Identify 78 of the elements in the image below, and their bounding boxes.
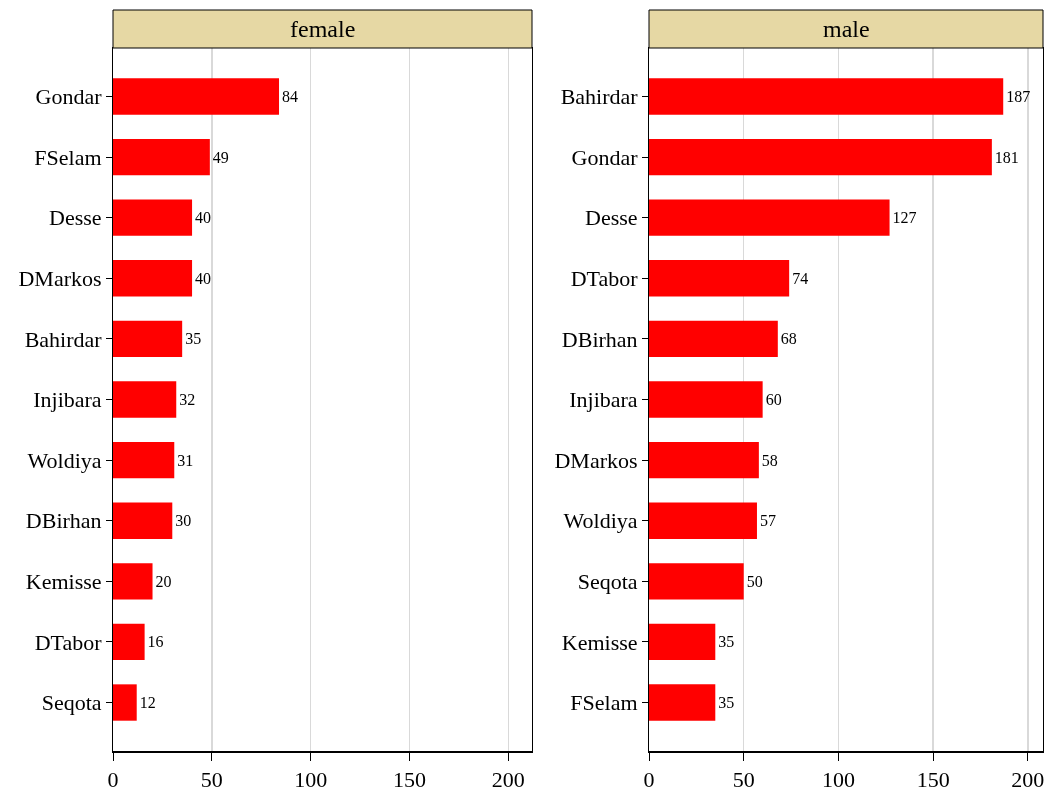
y-tick-label: DBirhan (25, 508, 102, 534)
x-tick-label: 100 (821, 766, 855, 792)
y-tick-label: Woldiya (563, 508, 638, 534)
y-tick-label: DBirhan (561, 326, 638, 352)
bar (649, 684, 716, 721)
data-label: 35 (718, 694, 735, 712)
y-tick-label: Bahirdar (560, 84, 639, 110)
bar (113, 199, 193, 236)
data-label: 84 (282, 87, 299, 105)
y-tick-label: Injibara (33, 387, 102, 413)
bar (113, 502, 173, 539)
y-tick-label: Desse (585, 205, 638, 231)
data-label: 40 (195, 269, 212, 287)
y-tick-label: Bahirdar (24, 326, 103, 352)
data-label: 49 (212, 148, 229, 166)
data-label: 16 (147, 633, 164, 651)
y-tick-label: Injibara (569, 387, 638, 413)
data-label: 58 (761, 451, 778, 469)
bar (113, 260, 193, 297)
y-tick-label: FSelam (34, 144, 102, 170)
data-label: 181 (994, 148, 1019, 166)
y-tick-label: Gondar (571, 144, 639, 170)
data-label: 30 (175, 512, 192, 530)
x-tick-label: 150 (916, 766, 950, 792)
bar (113, 138, 210, 176)
y-tick-label: Seqota (41, 690, 102, 716)
data-label: 57 (759, 512, 776, 530)
bar (649, 502, 757, 539)
bar (649, 623, 716, 661)
y-tick-label: Seqota (577, 569, 638, 595)
data-label: 74 (792, 269, 809, 287)
bar (113, 381, 177, 418)
y-tick-label: Kemisse (561, 629, 638, 655)
bar (649, 260, 790, 297)
y-tick-label: DMarkos (554, 447, 638, 473)
data-label: 127 (892, 209, 917, 227)
chart-title: female (290, 16, 356, 42)
y-tick-label: DTabor (570, 265, 639, 291)
x-tick-label: 100 (294, 766, 328, 792)
y-tick-label: FSelam (570, 690, 638, 716)
y-tick-label: Gondar (35, 84, 103, 110)
data-label: 40 (195, 209, 212, 227)
bar (113, 563, 153, 600)
data-label: 35 (185, 330, 202, 348)
data-label: 35 (718, 633, 735, 651)
bar (649, 563, 744, 600)
bar (649, 441, 759, 479)
bar (113, 441, 175, 479)
data-label: 20 (155, 572, 172, 590)
y-tick-label: Woldiya (27, 447, 102, 473)
bar (649, 320, 778, 358)
x-tick-label: 150 (392, 766, 426, 792)
bar (113, 78, 280, 115)
bar (649, 381, 763, 418)
x-tick-label: 200 (1011, 766, 1045, 792)
x-tick-label: 0 (643, 766, 655, 792)
data-label: 187 (1006, 87, 1031, 105)
data-label: 12 (139, 694, 156, 712)
bar (113, 684, 137, 721)
x-tick-label: 0 (107, 766, 119, 792)
bar (113, 623, 145, 661)
x-tick-label: 200 (491, 766, 525, 792)
x-tick-label: 50 (200, 766, 223, 792)
bar (649, 138, 992, 176)
data-label: 32 (179, 391, 196, 408)
y-tick-label: Desse (49, 205, 102, 231)
y-tick-label: DMarkos (18, 265, 102, 291)
bar (113, 320, 183, 358)
bar (649, 78, 1004, 115)
bar (649, 199, 890, 236)
data-label: 50 (746, 572, 763, 590)
data-label: 60 (765, 391, 782, 408)
data-label: 31 (177, 451, 194, 469)
y-tick-label: Kemisse (25, 569, 102, 595)
data-label: 68 (780, 330, 797, 348)
x-tick-label: 50 (732, 766, 755, 792)
y-tick-label: DTabor (34, 629, 103, 655)
chart-title: male (823, 16, 870, 42)
